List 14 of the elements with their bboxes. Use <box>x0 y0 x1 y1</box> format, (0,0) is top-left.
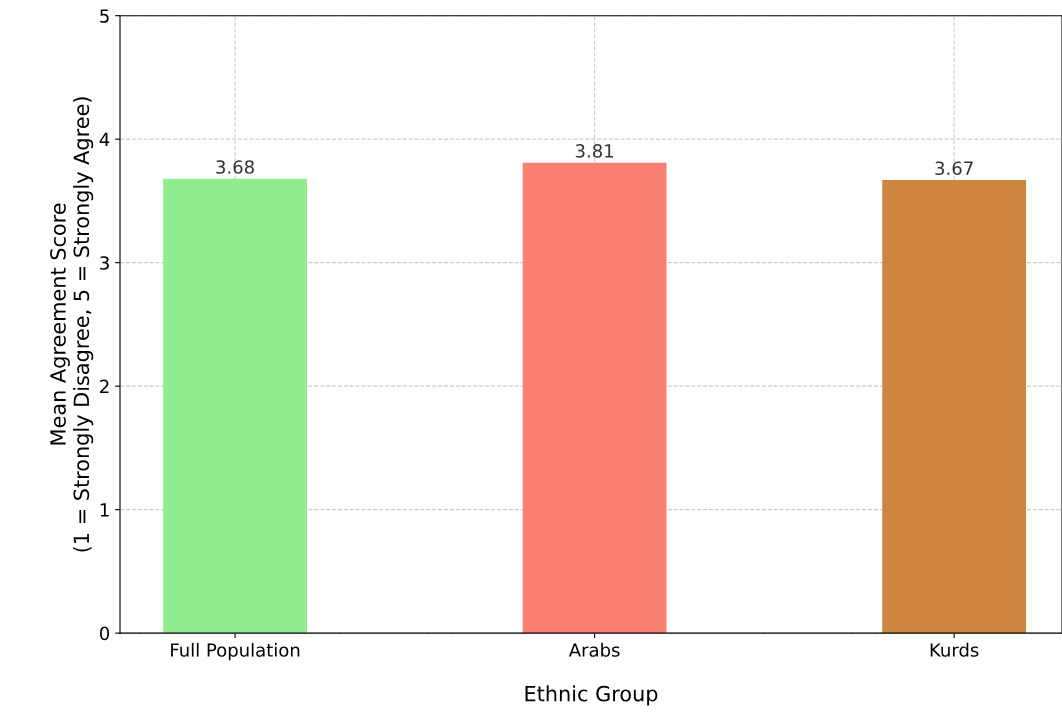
y-tick-label: 0 <box>99 626 110 641</box>
y-tick-label: 2 <box>100 379 109 394</box>
y-tick-label: 5 <box>100 9 109 23</box>
x-tick-label: Arabs <box>568 642 620 657</box>
x-axis-title: Ethnic Group <box>525 685 658 706</box>
data-label: 3.68 <box>216 160 254 174</box>
y-tick-label: 4 <box>99 132 110 147</box>
data-label: 3.67 <box>935 161 973 176</box>
y-tick-label: 3 <box>100 256 109 270</box>
x-tick-label: Full Population <box>171 642 300 661</box>
x-tick-label: Kurds <box>930 642 979 657</box>
y-axis-title: Mean Agreement Score (1 = Strongly Disagree, 5 = Strongly Agree) <box>50 97 94 552</box>
y-tick-label: 1 <box>100 503 109 517</box>
data-label: 3.81 <box>575 144 614 158</box>
